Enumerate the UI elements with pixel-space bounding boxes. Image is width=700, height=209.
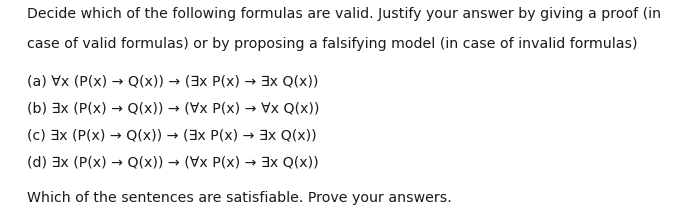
Text: Which of the sentences are satisfiable. Prove your answers.: Which of the sentences are satisfiable. …	[27, 191, 452, 205]
Text: (c) ∃x (P(x) → Q(x)) → (∃x P(x) → ∃x Q(x)): (c) ∃x (P(x) → Q(x)) → (∃x P(x) → ∃x Q(x…	[27, 129, 316, 143]
Text: Decide which of the following formulas are valid. Justify your answer by giving : Decide which of the following formulas a…	[27, 7, 661, 21]
Text: (a) ∀x (P(x) → Q(x)) → (∃x P(x) → ∃x Q(x)): (a) ∀x (P(x) → Q(x)) → (∃x P(x) → ∃x Q(x…	[27, 74, 318, 88]
Text: (b) ∃x (P(x) → Q(x)) → (∀x P(x) → ∀x Q(x)): (b) ∃x (P(x) → Q(x)) → (∀x P(x) → ∀x Q(x…	[27, 101, 319, 115]
Text: case of valid formulas) or by proposing a falsifying model (in case of invalid f: case of valid formulas) or by proposing …	[27, 37, 637, 51]
Text: (d) ∃x (P(x) → Q(x)) → (∀x P(x) → ∃x Q(x)): (d) ∃x (P(x) → Q(x)) → (∀x P(x) → ∃x Q(x…	[27, 156, 319, 170]
